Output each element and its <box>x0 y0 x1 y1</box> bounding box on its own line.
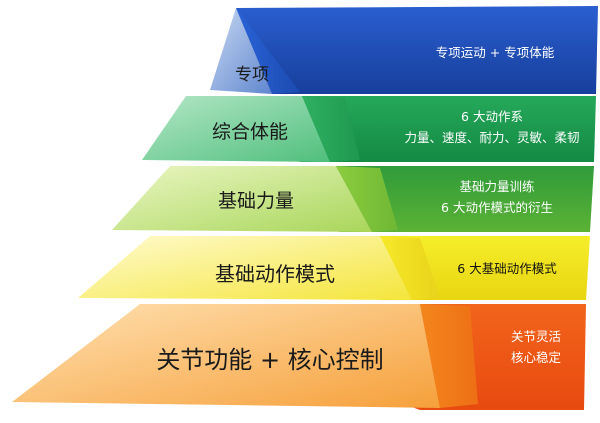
tier-5-description: 关节灵活 核心稳定 <box>486 326 586 368</box>
tier-5-description-line-2: 核心稳定 <box>510 350 561 365</box>
tier-2-description-line-1: 6 大动作系 <box>461 109 523 124</box>
tier-5-label: 关节功能 + 核心控制 <box>156 346 384 374</box>
tier-1-description: 专项运动 + 专项体能 <box>400 42 590 63</box>
band-level-1 <box>236 6 598 94</box>
tier-1-label: 专项 <box>235 65 269 85</box>
tier-4-right-face <box>380 236 440 300</box>
tier-3-right-face <box>336 166 398 232</box>
tier-3-left-face <box>112 166 372 232</box>
tier-1-left-face <box>210 8 272 94</box>
tier-3-label: 基础力量 <box>217 190 294 212</box>
tier-1-description-line-1: 专项运动 + 专项体能 <box>435 45 555 60</box>
tier-2-description: 6 大动作系 力量、速度、耐力、灵敏、柔韧 <box>392 106 592 148</box>
tier-2-left-face <box>142 96 330 162</box>
tier-5-right-face <box>420 304 478 408</box>
tier-5-description-line-1: 关节灵活 <box>510 329 561 344</box>
tier-4-description: 6 大基础动作模式 <box>432 258 582 279</box>
tier-5-left-face <box>12 304 440 408</box>
tier-2-description-line-2: 力量、速度、耐力、灵敏、柔韧 <box>404 130 580 145</box>
tier-4-label: 基础动作模式 <box>215 262 335 286</box>
tier-2-label: 综合体能 <box>211 121 288 143</box>
tier-2-right-face <box>302 96 360 162</box>
tier-4-left-face <box>78 236 412 300</box>
tier-3-description-line-1: 基础力量训练 <box>459 179 535 194</box>
tier-1-right-face <box>236 8 300 94</box>
tier-4-description-line-1: 6 大基础动作模式 <box>457 261 557 276</box>
tier-3-description: 基础力量训练 6 大动作模式的衍生 <box>422 176 572 218</box>
tier-3-description-line-2: 6 大动作模式的衍生 <box>441 200 553 215</box>
